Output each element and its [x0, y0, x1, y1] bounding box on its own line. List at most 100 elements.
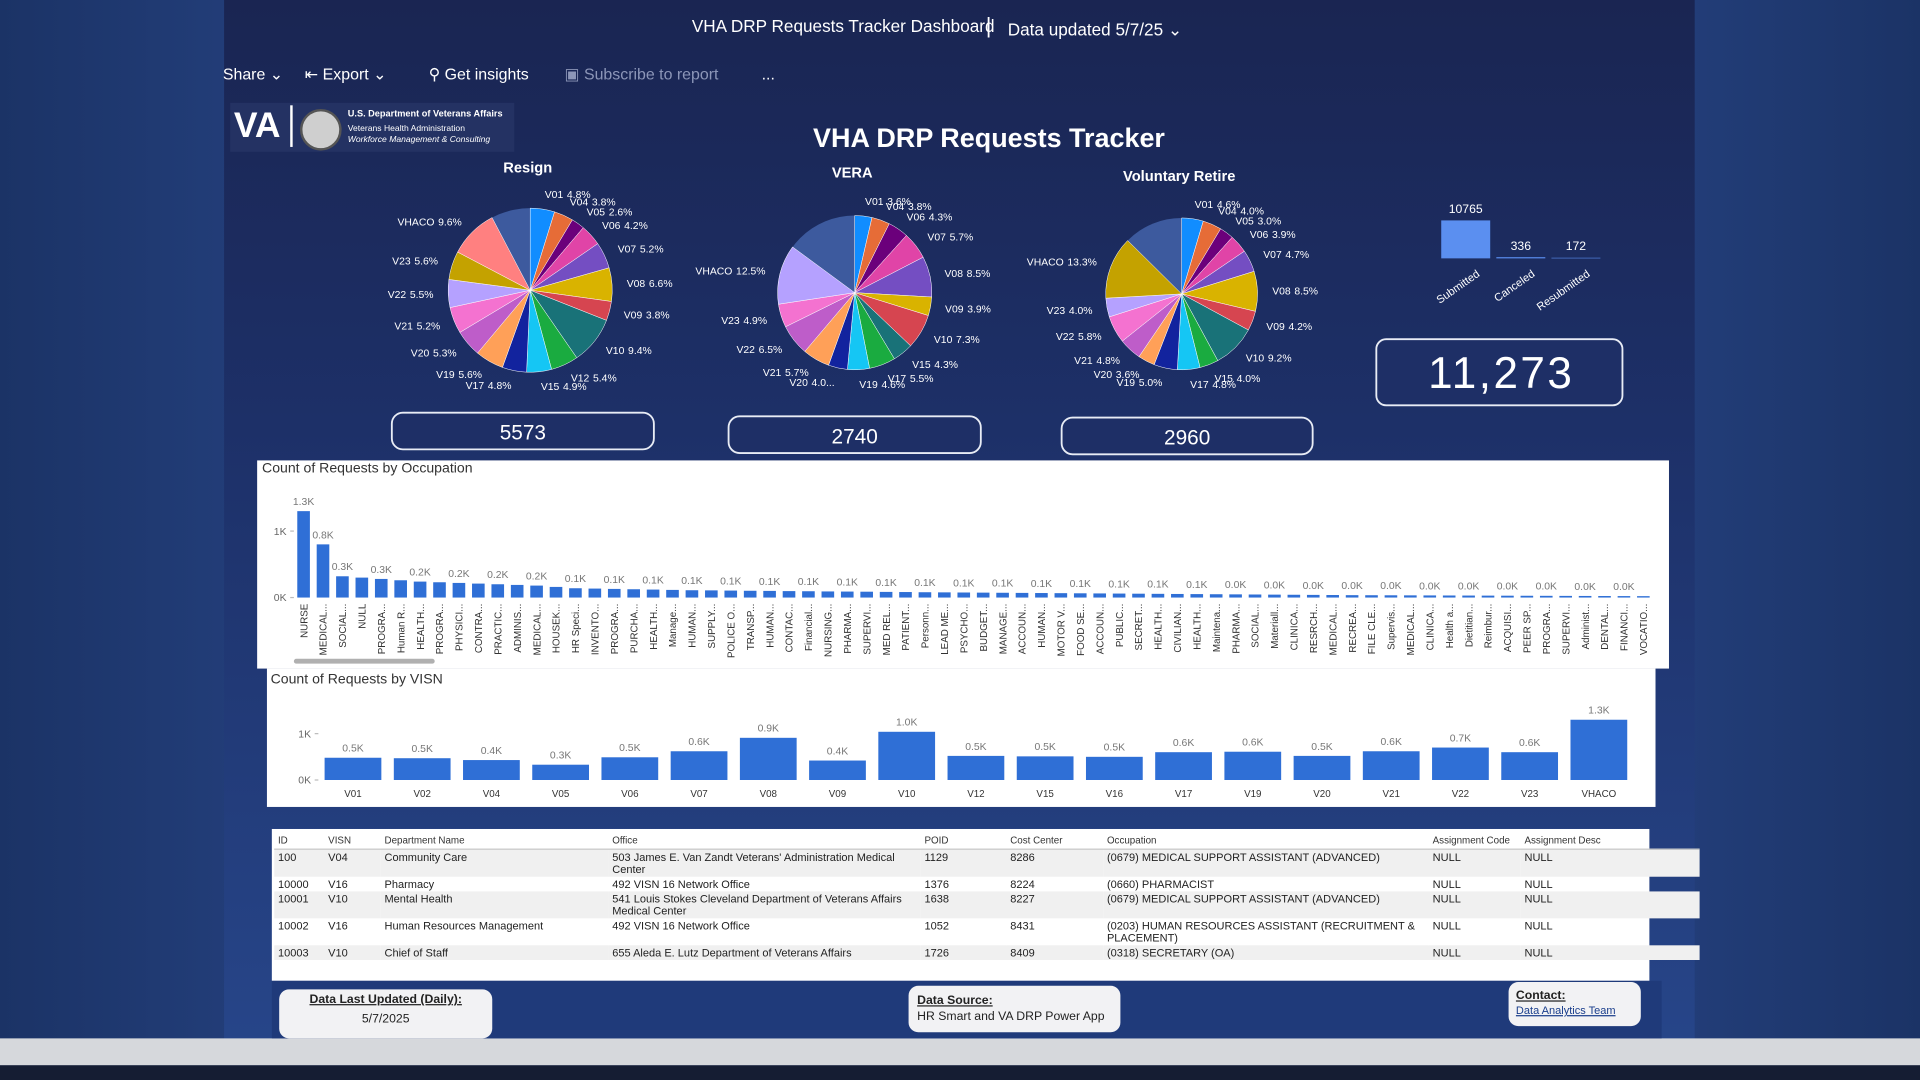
- more-button[interactable]: ...: [761, 64, 775, 84]
- data-label: 0.1K: [914, 578, 935, 589]
- table-cell: NULL: [1524, 919, 1553, 932]
- x-tick-label: Financial...: [804, 604, 815, 651]
- x-tick-label: PHARMA...: [1231, 604, 1242, 654]
- data-label: 0.1K: [1031, 579, 1052, 590]
- contact-link[interactable]: Data Analytics Team: [1515, 1004, 1616, 1017]
- x-tick-label: MEDICAL...: [1406, 604, 1417, 656]
- bar: [1345, 595, 1359, 598]
- slice-name: V21: [763, 368, 782, 379]
- x-tick-label: HEALTH...: [1192, 604, 1203, 650]
- data-label: 0.4K: [827, 746, 848, 757]
- pie-label: V05 3.0%: [1235, 217, 1281, 228]
- slice-name: V01: [865, 197, 884, 208]
- slice-name: V05: [1235, 217, 1254, 228]
- bar: [938, 592, 951, 598]
- bar: [374, 578, 388, 598]
- x-tick-label: SUPERVI...: [862, 604, 873, 655]
- bar: [1287, 594, 1301, 598]
- pie-label: V04 3.8%: [886, 202, 932, 213]
- table-cell: Community Care: [380, 849, 609, 877]
- slice-value: 4.0...: [812, 378, 835, 389]
- bar: [996, 592, 1009, 598]
- source-card: Data Source: HR Smart and VA DRP Power A…: [908, 985, 1121, 1033]
- pie-label: V10 9.4%: [606, 346, 652, 357]
- slice-value: 3.8%: [592, 198, 616, 209]
- data-label: 0.0K: [1497, 582, 1518, 593]
- x-tick-label: V17: [1175, 789, 1192, 800]
- bar: [739, 737, 797, 780]
- slice-value: 2.6%: [609, 207, 633, 218]
- bar: [976, 592, 990, 598]
- share-button[interactable]: Share ⌄: [222, 64, 284, 84]
- logo-divider: [290, 105, 293, 147]
- x-tick-label: V06: [621, 789, 639, 800]
- x-tick-label: V21: [1383, 789, 1400, 800]
- data-label: 0.0K: [1341, 581, 1362, 592]
- bar: [1520, 595, 1534, 598]
- slice-name: V21: [1074, 356, 1093, 367]
- data-label: 0.0K: [1536, 582, 1557, 593]
- share-label: Share: [222, 64, 266, 84]
- x-tick-label: PRACTIC...: [493, 604, 504, 655]
- x-tick-label: V07: [690, 789, 707, 800]
- status-category: Canceled: [1492, 268, 1537, 305]
- bar: [878, 731, 936, 780]
- x-tick-label: Manage...: [668, 604, 679, 648]
- bar: [316, 544, 330, 598]
- bar: [530, 585, 543, 598]
- visn-panel: [266, 668, 1656, 807]
- slice-name: VHACO: [397, 217, 434, 228]
- slice-value: 5.6%: [458, 370, 482, 381]
- data-label: 0.1K: [798, 577, 819, 588]
- slice-name: V23: [392, 257, 411, 268]
- pie-label: V09 3.8%: [624, 311, 670, 322]
- export-button[interactable]: ⇤ Export ⌄: [304, 64, 387, 84]
- slice-value: 5.8%: [1078, 332, 1102, 343]
- x-tick-label: V05: [552, 789, 570, 800]
- slice-name: V09: [624, 311, 643, 322]
- slice-value: 4.9%: [743, 316, 767, 327]
- data-label: 0.3K: [332, 562, 353, 573]
- bar: [601, 757, 659, 780]
- slice-value: 4.2%: [1288, 322, 1312, 333]
- bar: [433, 582, 446, 598]
- x-tick-label: SECRET...: [1134, 604, 1145, 651]
- slice-name: V10: [606, 346, 625, 357]
- table-cell: 10000: [277, 877, 309, 891]
- table-cell: NULL: [1428, 945, 1521, 960]
- slice-value: 6.5%: [759, 345, 783, 356]
- data-label: 0.1K: [837, 577, 858, 588]
- table-cell: NULL: [1432, 877, 1461, 891]
- x-tick-label: ADMINIS...: [513, 604, 524, 653]
- table-cell: Human Resources Management: [384, 919, 544, 932]
- status-value: 172: [1566, 239, 1587, 253]
- pie-label: V21 5.7%: [763, 368, 809, 379]
- slice-name: V22: [736, 345, 755, 356]
- slice-value: 4.9%: [563, 382, 587, 393]
- slice-name: V05: [587, 207, 606, 218]
- x-tick-label: Reimbur...: [1484, 604, 1495, 649]
- pie-label: V12 5.4%: [571, 374, 617, 385]
- data-label: 0.1K: [681, 576, 702, 587]
- x-tick-label: HOUSEK...: [552, 604, 563, 653]
- bar: [1132, 593, 1145, 598]
- insights-button[interactable]: ⚲ Get insights: [428, 64, 529, 84]
- updated-dropdown[interactable]: Data updated 5/7/25 ⌄: [1007, 19, 1183, 40]
- subscribe-button[interactable]: ▣ Subscribe to report: [564, 64, 719, 84]
- slice-name: V08: [627, 279, 646, 290]
- x-tick-label: V19: [1244, 789, 1261, 800]
- table-cell: 8224: [1010, 877, 1035, 891]
- logo-line: U.S. Department of Veterans Affairs: [347, 107, 503, 119]
- pie-label: V20 5.3%: [411, 349, 457, 360]
- data-label: 0.2K: [409, 567, 430, 578]
- slice-value: 3.0%: [1258, 217, 1282, 228]
- x-tick-label: VOCATIO...: [1639, 604, 1650, 655]
- x-tick-label: V01: [344, 789, 361, 800]
- pie-label: V21 5.2%: [394, 321, 440, 332]
- pie-label: V15 4.0%: [1214, 374, 1260, 385]
- bar: [394, 580, 407, 598]
- va-seal: [300, 108, 342, 151]
- logo-line: Workforce Management & Consulting: [347, 135, 491, 145]
- data-label: 0.6K: [1519, 738, 1540, 749]
- slice-name: V07: [618, 245, 637, 256]
